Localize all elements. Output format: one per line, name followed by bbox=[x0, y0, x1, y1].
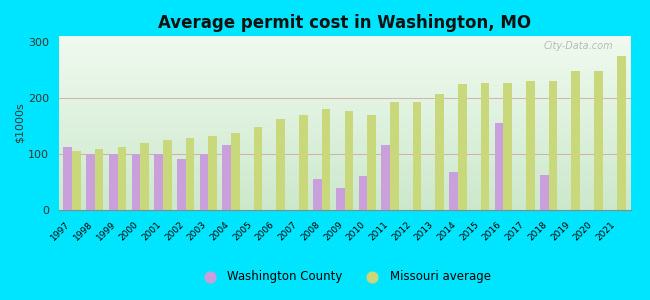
Bar bbox=[322, 109, 330, 210]
Bar bbox=[208, 136, 217, 210]
Text: City-Data.com: City-Data.com bbox=[543, 41, 614, 51]
Bar bbox=[140, 142, 149, 210]
Bar bbox=[109, 154, 118, 210]
Bar bbox=[222, 146, 231, 210]
Bar bbox=[359, 176, 367, 210]
Bar bbox=[367, 115, 376, 210]
Bar bbox=[540, 175, 549, 210]
Bar bbox=[276, 119, 285, 210]
Bar bbox=[571, 71, 580, 210]
Bar bbox=[313, 179, 322, 210]
Bar bbox=[413, 102, 421, 210]
Bar bbox=[86, 154, 95, 210]
Bar bbox=[186, 138, 194, 210]
Bar bbox=[344, 111, 353, 210]
Bar bbox=[64, 147, 72, 210]
Bar bbox=[131, 154, 140, 210]
Bar bbox=[299, 115, 307, 210]
Bar bbox=[449, 172, 458, 210]
Bar bbox=[549, 81, 558, 210]
Bar bbox=[231, 133, 240, 210]
Bar bbox=[163, 140, 172, 210]
Bar bbox=[458, 84, 467, 210]
Bar bbox=[495, 123, 503, 210]
Bar bbox=[177, 160, 186, 210]
Bar bbox=[526, 81, 535, 210]
Bar bbox=[72, 151, 81, 210]
Bar bbox=[95, 149, 103, 210]
Bar bbox=[436, 94, 444, 210]
Bar bbox=[382, 146, 390, 210]
Bar bbox=[154, 154, 163, 210]
Bar bbox=[390, 102, 398, 210]
Bar bbox=[594, 71, 603, 210]
Bar bbox=[336, 188, 344, 210]
Legend: Washington County, Missouri average: Washington County, Missouri average bbox=[193, 265, 496, 288]
Title: Average permit cost in Washington, MO: Average permit cost in Washington, MO bbox=[158, 14, 531, 32]
Y-axis label: $1000s: $1000s bbox=[15, 103, 25, 143]
Bar bbox=[118, 147, 126, 210]
Bar bbox=[254, 127, 263, 210]
Bar bbox=[481, 82, 489, 210]
Bar bbox=[200, 154, 208, 210]
Bar bbox=[503, 82, 512, 210]
Bar bbox=[617, 56, 625, 210]
